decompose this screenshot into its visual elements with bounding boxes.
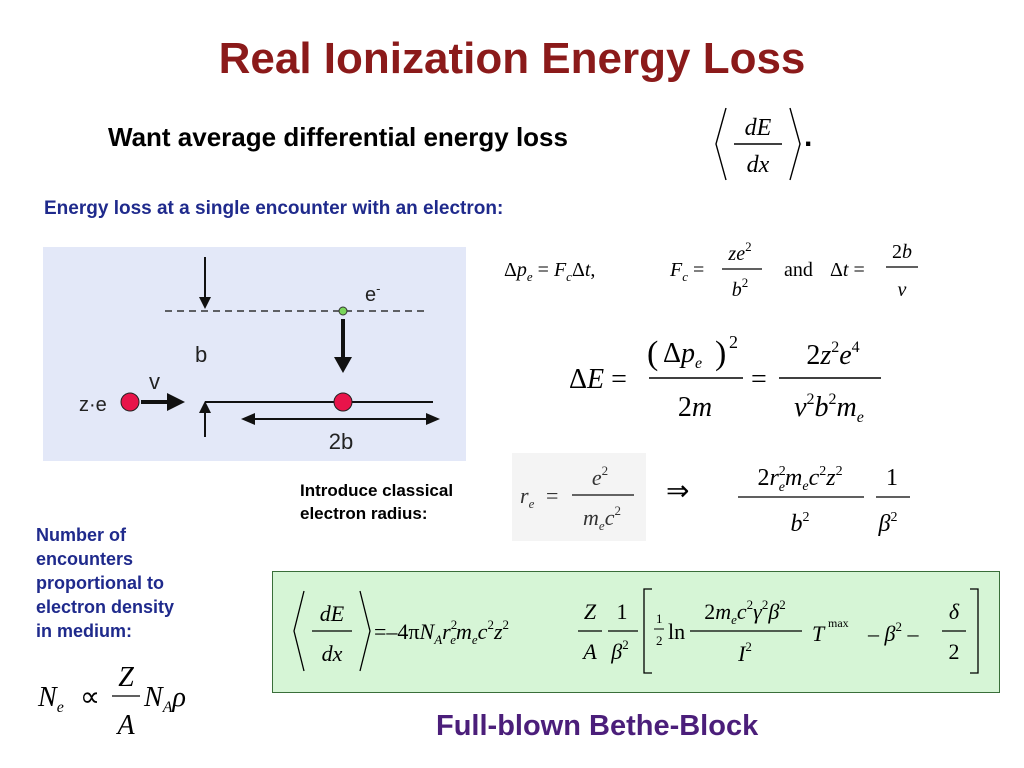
charge-label: z·e: [79, 394, 107, 416]
svg-text:2: 2: [729, 332, 738, 352]
ln-word: ln: [668, 619, 685, 644]
svg-text:v2b2me: v2b2me: [794, 391, 864, 426]
particle-closest: [333, 392, 353, 412]
average-dedx-formula: dE dx: [715, 107, 801, 181]
diagram-background: [43, 247, 466, 461]
side-line-4: electron density: [36, 597, 175, 617]
svg-text:Δpe: Δpe: [663, 338, 702, 372]
svg-text:Δpe = FcΔt,: Δpe = FcΔt,: [504, 259, 595, 284]
bethe-label: Full-blown Bethe-Block: [436, 710, 759, 742]
svg-text:∝: ∝: [80, 682, 100, 713]
svg-text:2: 2: [949, 639, 960, 664]
encounters-note: Number of encounters proportional to ele…: [36, 523, 236, 643]
svg-text:2b: 2b: [892, 241, 912, 263]
svg-text:Z: Z: [584, 599, 597, 624]
svg-text:2m: 2m: [678, 392, 712, 423]
svg-text:dE: dE: [745, 115, 772, 141]
and-word: and: [784, 259, 813, 281]
side-line-2: encounters: [36, 549, 134, 569]
electron-density-formula: Ne ∝ Z A NAρ: [37, 662, 186, 741]
svg-text:(: (: [647, 335, 658, 372]
electron-radius-formula: re = e2 mec2: [512, 453, 646, 541]
slide-title: Real Ionization Energy Loss: [218, 34, 806, 83]
want-period: .: [804, 120, 813, 153]
svg-text:NAρ: NAρ: [143, 682, 186, 716]
intro-line-1: Introduce classical: [300, 481, 454, 500]
momentum-transfer-formula: Δpe = FcΔt, Fc = ze2 b2 and Δt = 2b v: [504, 239, 918, 301]
svg-text:b2: b2: [732, 275, 749, 301]
intro-text: Introduce classical electron radius:: [300, 479, 453, 525]
incoming-particle: [120, 392, 140, 412]
svg-text:dE: dE: [320, 601, 345, 626]
svg-text:v: v: [898, 279, 907, 301]
svg-text:A: A: [581, 639, 597, 664]
svg-text:1: 1: [886, 465, 898, 491]
single-encounter-heading: Energy loss at a single encounter with a…: [44, 198, 504, 219]
svg-text:Fc =: Fc =: [669, 259, 704, 284]
max-word: max: [828, 616, 849, 630]
distance-label: 2b: [329, 429, 353, 454]
svg-text:β2: β2: [878, 510, 898, 537]
svg-text:I2: I2: [737, 639, 752, 666]
want-text: Want average differential energy loss: [108, 122, 568, 152]
svg-text:β2: β2: [610, 637, 628, 664]
velocity-label: v: [149, 369, 160, 394]
svg-text:2mec2γ2β2: 2mec2γ2β2: [704, 597, 786, 627]
side-line-5: in medium:: [36, 621, 133, 641]
bethe-formula-box: [272, 571, 1000, 693]
svg-text:– β2 –: – β2 –: [867, 619, 919, 646]
encounter-diagram: e- b z·e v 2b: [43, 247, 466, 461]
energy-radius-formula: 2r2 emec2z2 b2 1 β2: [738, 464, 910, 537]
svg-text:=: =: [546, 483, 558, 508]
side-line-1: Number of: [36, 525, 126, 545]
svg-text:=: =: [751, 364, 767, 395]
svg-text:ze2: ze2: [727, 239, 751, 265]
svg-text:Z: Z: [118, 662, 134, 693]
svg-text:dx: dx: [322, 641, 343, 666]
side-line-3: proportional to: [36, 573, 164, 593]
impact-label: b: [195, 342, 207, 367]
svg-text:b2: b2: [791, 510, 810, 537]
svg-text:1: 1: [617, 599, 628, 624]
svg-text:T: T: [812, 621, 826, 646]
bethe-bloch-formula: dE dx =–4πNAr2 emec2z2 Z A 1 β2 1 2 ln 2m…: [293, 588, 979, 674]
energy-transfer-formula: ΔE = ( Δpe ) 2 2m = 2z2e4 v2b2me: [569, 332, 881, 426]
svg-text:ΔE =: ΔE =: [569, 364, 627, 395]
svg-text:Ne: Ne: [37, 682, 64, 716]
svg-text:Δt =: Δt =: [830, 259, 865, 281]
svg-text:2: 2: [656, 633, 663, 648]
svg-text:1: 1: [656, 611, 663, 626]
svg-text:): ): [715, 335, 726, 372]
svg-text:A: A: [115, 710, 135, 741]
implies-symbol: ⇒: [666, 476, 690, 507]
svg-text:dx: dx: [747, 152, 770, 178]
svg-text:δ: δ: [949, 599, 960, 624]
electron-dot: [338, 306, 348, 316]
svg-text:2z2e4: 2z2e4: [806, 339, 859, 371]
intro-line-2: electron radius:: [300, 504, 428, 523]
